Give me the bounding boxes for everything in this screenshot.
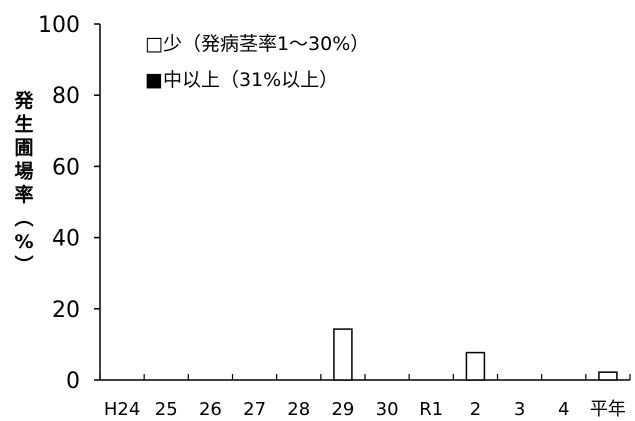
y-tick-label: 80 xyxy=(52,84,80,109)
y-axis-label-char: 生 xyxy=(14,113,33,136)
x-tick-label: 25 xyxy=(155,399,178,420)
x-tick-label: R1 xyxy=(419,399,443,420)
y-tick-label: 0 xyxy=(66,369,80,394)
x-tick-label: 2 xyxy=(470,399,481,420)
y-tick-label: 60 xyxy=(52,155,80,180)
y-axis-label-char: （ xyxy=(12,208,35,227)
y-tick-label: 100 xyxy=(38,13,80,38)
y-tick-label: 40 xyxy=(52,227,80,252)
y-axis-label-char: 率 xyxy=(14,183,33,206)
y-tick-label: 20 xyxy=(52,298,80,323)
y-axis-label-char: 発 xyxy=(13,89,34,112)
x-tick-label: 27 xyxy=(243,399,266,420)
x-tick-label: 平年 xyxy=(590,399,626,420)
x-tick-label: H24 xyxy=(104,399,140,420)
y-axis-label-char: % xyxy=(14,231,33,253)
y-axis-label-char: ） xyxy=(12,255,35,274)
bars xyxy=(333,328,618,381)
x-tick-label: 26 xyxy=(199,399,222,420)
bar-low xyxy=(465,351,486,381)
legend-entry: ■中以上（31%以上） xyxy=(145,69,338,91)
bar-low xyxy=(333,328,353,381)
bar-low xyxy=(598,371,618,381)
x-tick-label: 30 xyxy=(376,399,399,420)
x-tick-label: 4 xyxy=(558,399,569,420)
y-axis: 0 20 40 60 80 100 xyxy=(38,13,101,394)
y-axis-label-char: 場 xyxy=(14,161,33,183)
x-tick-label: 29 xyxy=(331,399,354,420)
y-axis-label-char: 圃 xyxy=(14,137,33,159)
legend: □少（発病茎率1～30%） ■中以上（31%以上） xyxy=(145,33,369,91)
x-tick-label: 28 xyxy=(287,399,310,420)
x-tick-label: 3 xyxy=(514,399,525,420)
legend-entry: □少（発病茎率1～30%） xyxy=(145,33,369,55)
x-axis: H24 25 26 27 28 29 30 R1 2 3 4 平年 xyxy=(99,374,631,420)
